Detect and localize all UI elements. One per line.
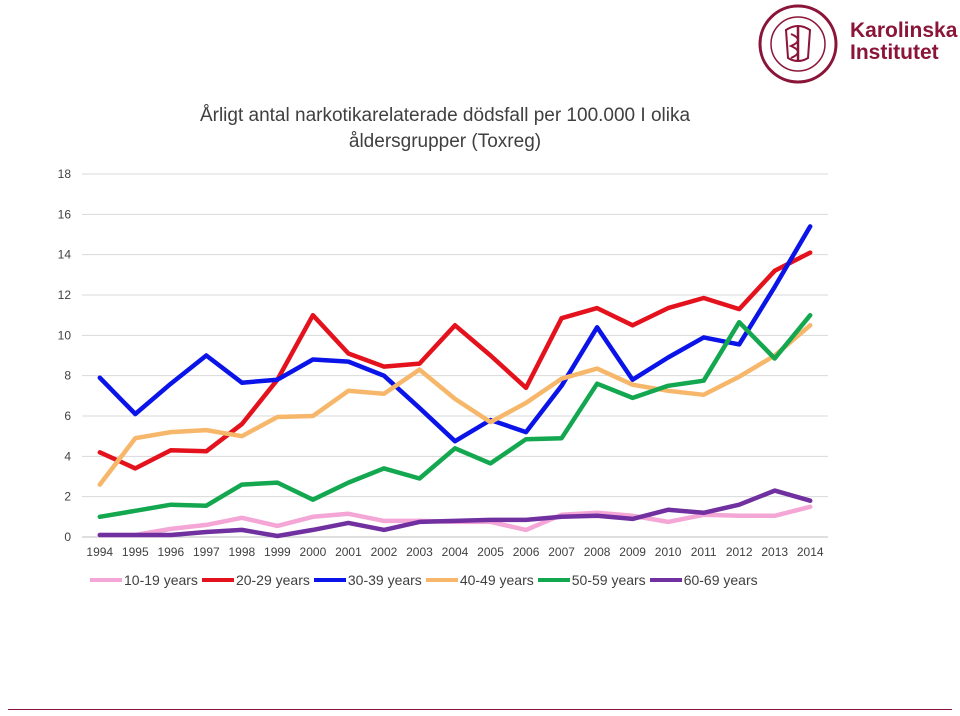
series-line-40-49-years [97,323,813,487]
x-tick-label: 2006 [513,545,540,559]
x-tick-label: 1999 [264,545,291,559]
chart-title: Årligt antal narkotikarelaterade dödsfal… [90,103,800,155]
x-tick-label: 2011 [691,545,717,559]
y-tick-label: 4 [64,449,71,463]
x-tick-label: 2009 [619,545,646,559]
legend-item: 60-69 years [649,572,758,588]
legend-swatch [201,578,234,582]
y-tick-label: 8 [64,369,71,383]
chart-title-line2: åldersgrupper (Toxreg) [348,131,542,152]
legend-swatch [649,578,682,582]
logo-line2: Institutet [850,41,939,64]
x-tick-label: 2002 [371,545,398,559]
x-tick-label: 2013 [761,545,788,559]
karolinska-seal-icon [758,4,838,84]
legend-item: 40-49 years [425,572,534,588]
y-tick-label: 2 [64,490,71,504]
chart-title-line1: Årligt antal narkotikarelaterade dödsfal… [199,105,691,126]
x-tick-label: 1996 [157,545,184,559]
x-tick-label: 2003 [406,545,433,559]
legend-label: 30-39 years [347,572,422,588]
series-line-30-39-years [97,224,813,444]
x-tick-label: 1995 [122,545,149,559]
legend-swatch [90,578,122,582]
karolinska-wordmark: Karolinska Institutet [850,20,957,64]
legend-label: 60-69 years [683,572,758,588]
series-line-50-59-years [97,312,813,520]
chart-gridlines [82,173,828,538]
chart-series [97,224,813,539]
x-tick-label: 2008 [584,545,611,559]
y-tick-label: 0 [64,530,71,544]
legend-label: 20-29 years [235,572,310,588]
y-tick-label: 14 [58,248,72,262]
legend-item: 30-39 years [313,572,422,588]
series-line-60-69-years [97,488,813,539]
x-tick-label: 1998 [229,545,256,559]
x-tick-label: 1997 [193,545,220,559]
y-tick-label: 16 [58,207,72,221]
x-tick-label: 2010 [655,545,682,559]
legend-item: 50-59 years [537,572,646,588]
x-tick-label: 2005 [477,545,504,559]
y-tick-label: 6 [64,409,71,423]
x-tick-label: 2001 [335,545,362,559]
x-axis-ticks: 1994 1995 1996 1997 1998 1999 2000 2001 2002 2003… [86,545,823,559]
logo-line1: Karolinska [850,19,958,42]
x-tick-label: 2004 [442,545,469,559]
karolinska-logo [758,4,958,84]
x-tick-label: 1994 [86,545,113,559]
y-tick-label: 12 [58,288,72,302]
x-tick-label: 2014 [797,545,824,559]
legend-label: 50-59 years [571,572,646,588]
x-tick-label: 2012 [726,545,753,559]
y-axis-ticks: 0 2 4 6 8 10 12 14 16 18 [58,167,72,544]
legend-item: 20-29 years [201,572,310,588]
y-tick-label: 18 [58,167,72,181]
legend-swatch [537,578,570,582]
x-tick-label: 2000 [300,545,327,559]
legend-label: 10-19 years [124,572,198,588]
y-tick-label: 10 [58,328,72,342]
legend-label: 40-49 years [459,572,534,588]
series-line-20-29-years [97,250,813,471]
legend-swatch [425,578,458,582]
chart-legend: 10-19 years 20-29 years 30-39 years 40-49 y… [90,572,810,588]
legend-swatch [313,578,346,582]
x-tick-label: 2007 [548,545,575,559]
legend-item: 10-19 years [90,572,198,588]
footer-divider [8,709,952,710]
